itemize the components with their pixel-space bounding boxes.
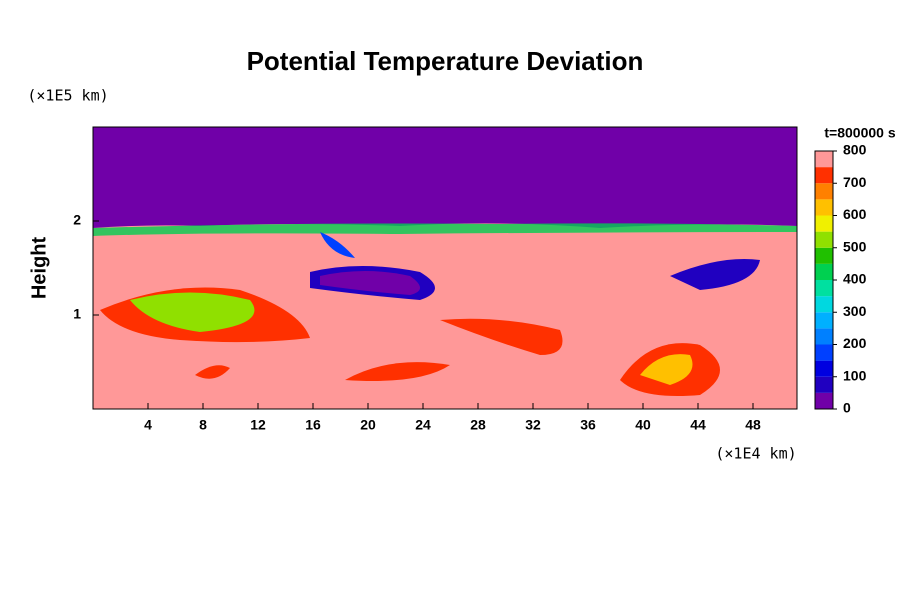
x-unit: (×1E4 km) xyxy=(715,445,796,463)
field xyxy=(93,127,797,409)
colorbar-band xyxy=(815,312,833,329)
colorbar-band xyxy=(815,392,833,409)
y-axis-label: Height xyxy=(28,237,50,300)
x-tick-label: 40 xyxy=(635,417,651,433)
x-tick-label: 28 xyxy=(470,417,486,433)
colorbar-band xyxy=(815,231,833,248)
upper-region xyxy=(93,127,797,228)
plot-frame xyxy=(92,126,798,410)
warm-blob xyxy=(440,318,563,355)
colorbar-tick-label: 300 xyxy=(843,303,867,319)
x-tick-label: 16 xyxy=(305,417,321,433)
warm-blob xyxy=(345,362,450,381)
x-tick-label: 20 xyxy=(360,417,376,433)
colorbar-band xyxy=(815,263,833,280)
x-tick-label: 36 xyxy=(580,417,596,433)
colorbar-band xyxy=(815,280,833,297)
colorbar-tick-label: 200 xyxy=(843,335,867,351)
x-tick-label: 4 xyxy=(144,417,152,433)
time-label: t=800000 s xyxy=(824,125,895,141)
warm-blob xyxy=(640,354,693,385)
colorbar-tick-label: 100 xyxy=(843,367,867,383)
warm-blob xyxy=(130,292,255,332)
x-tick-label: 48 xyxy=(745,417,761,433)
chart-title: Potential Temperature Deviation xyxy=(247,46,644,76)
x-tick-label: 24 xyxy=(415,417,431,433)
colorbar-band xyxy=(815,151,833,168)
cool-blob xyxy=(320,232,355,258)
x-tick-label: 44 xyxy=(690,417,706,433)
x-tick-label: 32 xyxy=(525,417,541,433)
colorbar-band xyxy=(815,247,833,264)
x-tick-label: 8 xyxy=(199,417,207,433)
colorbar-tick-label: 600 xyxy=(843,206,867,222)
colorbar-band xyxy=(815,296,833,313)
y-tick-label: 1 xyxy=(73,306,81,322)
colorbar-tick-label: 800 xyxy=(843,142,867,158)
cool-blob xyxy=(320,271,420,295)
cool-blob xyxy=(670,259,760,290)
colorbar-band xyxy=(815,344,833,361)
y-tick-label: 2 xyxy=(73,212,81,228)
colorbar-band xyxy=(815,360,833,377)
colorbar-band xyxy=(815,183,833,200)
colorbar-band xyxy=(815,167,833,184)
y-unit: (×1E5 km) xyxy=(27,87,108,105)
x-tick-label: 12 xyxy=(250,417,266,433)
colorbar-tick-label: 500 xyxy=(843,238,867,254)
warm-blob xyxy=(195,365,230,379)
colorbar-band xyxy=(815,199,833,216)
colorbar-band xyxy=(815,328,833,345)
colorbar-band xyxy=(815,215,833,232)
colorbar-band xyxy=(815,376,833,393)
colorbar-tick-label: 400 xyxy=(843,271,867,287)
colorbar-tick-label: 0 xyxy=(843,400,851,416)
edge-band xyxy=(93,223,797,236)
colorbar-tick-label: 700 xyxy=(843,174,867,190)
